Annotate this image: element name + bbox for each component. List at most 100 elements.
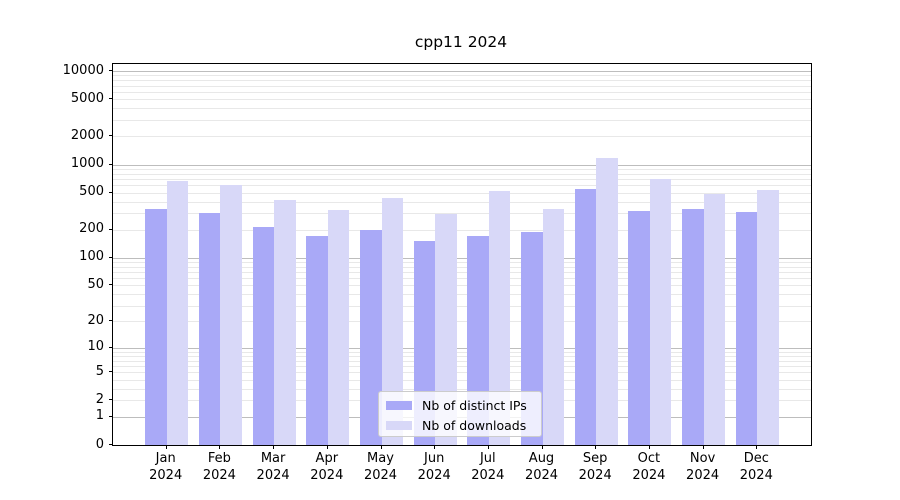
gridline-major [113,347,811,349]
y-tick-label-10: 10 [87,339,104,355]
bar-nb-of-distinct-ips-may-2024 [360,230,382,445]
y-tick-label-20: 20 [87,312,104,328]
bar-nb-of-distinct-ips-jan-2024 [145,208,167,445]
gridline-minor [113,294,811,296]
gridline-minor [113,379,811,381]
bar-nb-of-downloads-feb-2024 [220,184,242,445]
y-tick-label-50: 50 [87,276,104,292]
x-tick-mark [702,445,704,449]
x-tick-label-dec-2024: Dec 2024 [739,451,773,483]
y-tick-mark [109,163,113,165]
gridline-minor [113,99,811,101]
gridline-major [113,71,811,72]
bar-nb-of-distinct-ips-apr-2024 [306,235,328,445]
bar-nb-of-downloads-jul-2024 [488,191,511,445]
gridline-minor [113,91,811,93]
legend-label-downloads: Nb of downloads [422,417,527,433]
gridline-minor [113,119,811,121]
x-tick-label-may-2024: May 2024 [363,451,398,483]
x-tick-mark [595,445,597,449]
x-tick-label-mar-2024: Mar 2024 [256,451,290,483]
x-tick-mark [326,445,328,449]
y-tick-mark [109,191,113,193]
gridline-major [113,164,811,166]
bar-nb-of-downloads-dec-2024 [757,189,779,445]
y-tick-label-1000: 1000 [70,156,104,171]
legend-swatch-downloads [386,420,412,430]
plot-area [112,63,812,446]
x-tick-mark [165,445,167,449]
gridline-minor [113,192,811,194]
x-tick-label-aug-2024: Aug 2024 [524,451,559,483]
bar-nb-of-downloads-mar-2024 [274,199,296,445]
gridline-minor [113,261,811,263]
x-tick-label-oct-2024: Oct 2024 [632,451,666,483]
gridline-minor [113,278,811,280]
y-tick-mark [109,135,113,137]
y-tick-label-100: 100 [79,249,104,265]
x-tick-mark [648,445,650,449]
bar-nb-of-distinct-ips-oct-2024 [628,210,650,445]
y-tick-mark [109,98,113,100]
x-tick-label-jun-2024: Jun 2024 [417,451,451,483]
y-tick-label-200: 200 [79,221,104,237]
x-tick-label-jan-2024: Jan 2024 [149,451,183,483]
x-tick-label-jul-2024: Jul 2024 [471,451,505,483]
bar-nb-of-downloads-jan-2024 [166,181,189,445]
x-tick-label-feb-2024: Feb 2024 [202,451,236,483]
y-tick-mark [109,284,113,286]
x-tick-label-sep-2024: Sep 2024 [578,451,612,483]
gridline-minor [113,360,811,362]
y-tick-label-500: 500 [79,184,104,200]
gridline-minor [113,229,811,231]
x-tick-mark [434,445,436,449]
x-tick-mark [541,445,543,449]
gridline-minor [113,351,811,353]
x-tick-label-apr-2024: Apr 2024 [310,451,344,483]
gridline-minor [113,366,811,367]
y-tick-mark [109,320,113,322]
gridline-minor [113,136,811,138]
bar-nb-of-distinct-ips-feb-2024 [198,213,221,445]
y-tick-mark [109,399,113,401]
bar-nb-of-downloads-apr-2024 [327,210,350,445]
gridline-minor [113,372,811,374]
x-tick-mark [380,445,382,449]
gridline-minor [113,85,811,87]
gridline-minor [113,285,811,287]
gridline-minor [113,266,811,268]
bar-nb-of-downloads-jun-2024 [435,213,457,445]
bar-nb-of-downloads-sep-2024 [596,158,618,445]
gridline-minor [113,388,811,390]
y-tick-label-5: 5 [95,363,104,379]
gridline-minor [113,80,811,82]
y-tick-mark [109,346,113,348]
x-tick-mark [273,445,275,449]
legend-swatch-distinct-ips [386,400,412,410]
y-tick-label-2000: 2000 [70,127,104,143]
y-tick-label-1: 1 [95,408,104,424]
gridline-minor [113,201,811,203]
y-tick-mark [109,256,113,258]
y-tick-label-2: 2 [95,391,104,407]
legend-label-distinct-ips: Nb of distinct IPs [422,397,527,413]
x-tick-mark [756,445,758,449]
y-tick-mark [109,444,113,445]
gridline-minor [113,108,811,110]
bar-nb-of-downloads-oct-2024 [649,179,672,445]
bar-nb-of-downloads-may-2024 [381,197,403,445]
gridline-minor [113,185,811,187]
gridline-minor [113,173,811,175]
x-tick-mark [219,445,221,449]
y-tick-mark [109,371,113,373]
y-tick-mark [109,228,113,230]
gridline-minor [113,305,811,307]
x-tick-mark [487,445,489,449]
y-tick-label-0: 0 [95,436,104,452]
gridline-minor [113,168,811,170]
gridline-minor [113,178,811,180]
bar-nb-of-downloads-nov-2024 [703,193,726,445]
bar-nb-of-downloads-aug-2024 [542,208,564,445]
gridline-minor [113,355,811,357]
